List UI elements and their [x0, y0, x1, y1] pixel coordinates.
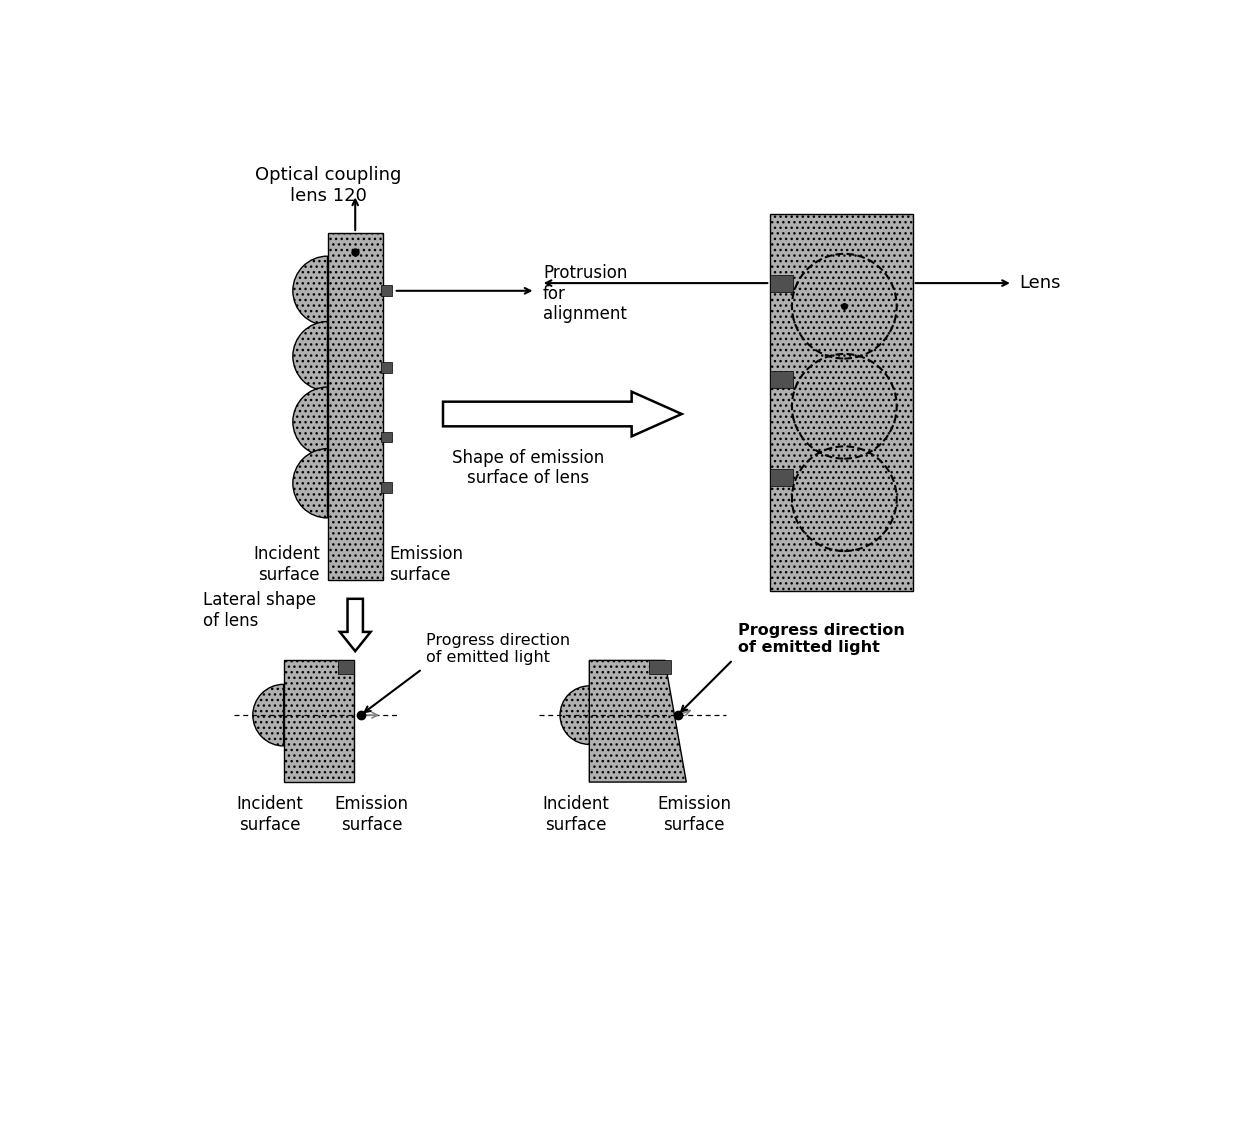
Text: Shape of emission
surface of lens: Shape of emission surface of lens [451, 449, 604, 488]
Wedge shape [293, 256, 327, 325]
Bar [770, 370, 794, 388]
Text: Lens: Lens [1019, 274, 1060, 292]
Wedge shape [293, 321, 327, 391]
Wedge shape [293, 449, 327, 518]
FancyArrow shape [443, 392, 682, 437]
Bar [382, 482, 392, 492]
Text: Emission
surface: Emission surface [389, 545, 463, 584]
Wedge shape [293, 388, 327, 456]
Text: Emission
surface: Emission surface [335, 796, 408, 834]
Bar [284, 660, 355, 782]
Polygon shape [589, 660, 686, 782]
Text: Progress direction
of emitted light: Progress direction of emitted light [427, 633, 570, 665]
Bar [650, 660, 671, 674]
Text: Incident
surface: Incident surface [542, 796, 609, 834]
Bar [770, 275, 794, 292]
Text: Optical coupling
lens 120: Optical coupling lens 120 [255, 166, 402, 205]
Bar [382, 285, 392, 296]
Text: Incident
surface: Incident surface [253, 545, 320, 584]
Wedge shape [253, 684, 284, 746]
FancyArrow shape [340, 598, 371, 651]
Text: Progress direction
of emitted light: Progress direction of emitted light [738, 622, 904, 656]
Text: Emission
surface: Emission surface [657, 796, 732, 834]
Text: Incident
surface: Incident surface [237, 796, 304, 834]
Text: Lateral shape
of lens: Lateral shape of lens [203, 592, 316, 630]
Wedge shape [560, 686, 589, 744]
Text: Protrusion
for
alignment: Protrusion for alignment [543, 263, 627, 324]
Bar [382, 432, 392, 442]
Bar [382, 363, 392, 373]
Bar [770, 470, 794, 487]
Bar [337, 660, 355, 674]
Bar [327, 233, 383, 579]
Bar [770, 214, 913, 592]
